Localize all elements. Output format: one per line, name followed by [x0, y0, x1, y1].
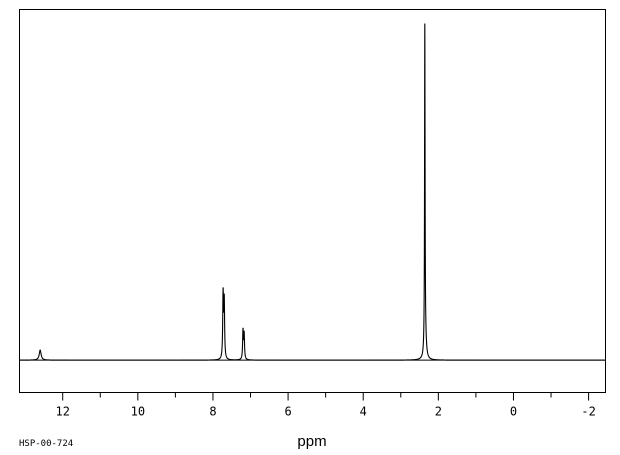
plot-frame: [19, 9, 606, 393]
x-axis-title: ppm: [297, 433, 326, 450]
spectrum-code-label: HSP-00-724: [19, 439, 73, 449]
x-tick-label: 0: [510, 405, 517, 419]
x-tick-label: 6: [284, 405, 291, 419]
x-tick-label: 12: [55, 405, 69, 419]
x-tick-label: 8: [209, 405, 216, 419]
spectrum-trace: [19, 23, 606, 361]
x-axis: 12 10 8 6 4 2 0 -2: [55, 392, 596, 419]
x-tick-label: -2: [581, 405, 595, 419]
x-tick-label: 2: [435, 405, 442, 419]
x-tick-label: 10: [131, 405, 145, 419]
x-tick-label: 4: [360, 405, 367, 419]
